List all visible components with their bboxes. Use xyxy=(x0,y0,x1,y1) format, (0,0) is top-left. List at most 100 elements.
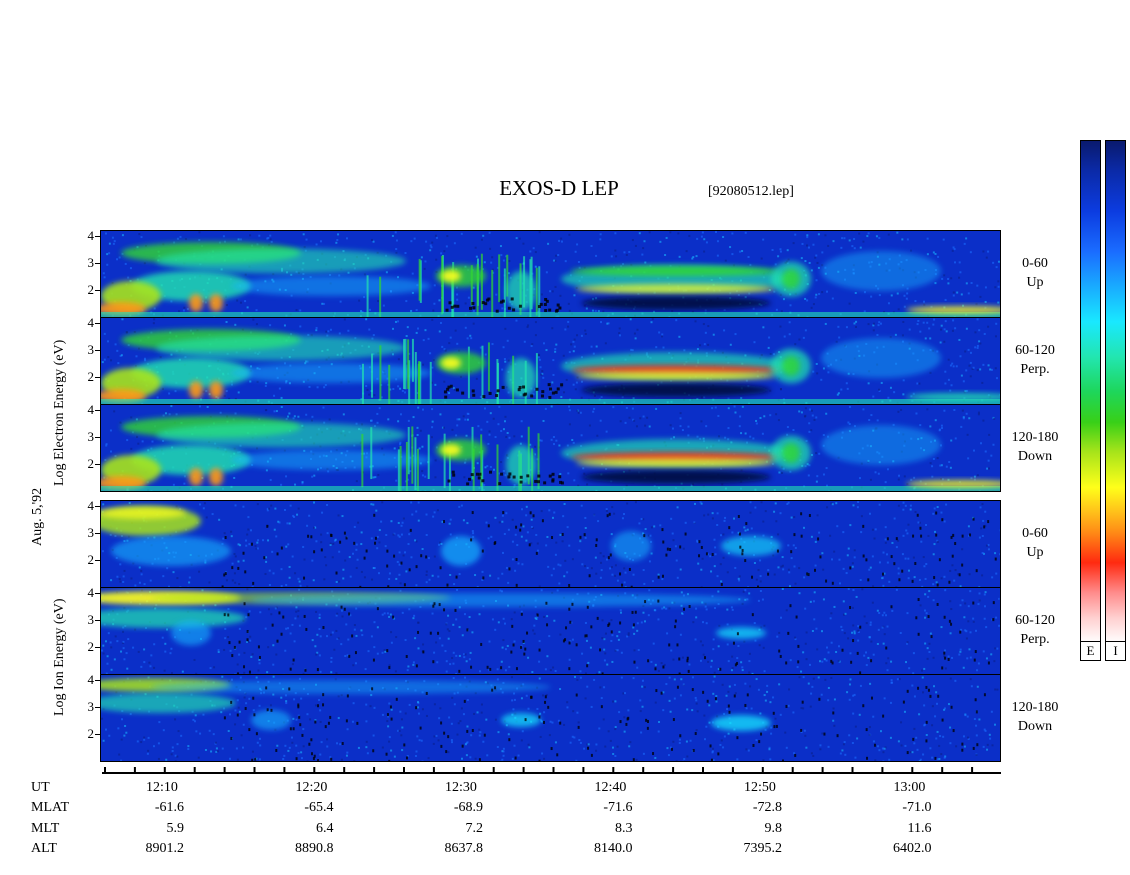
ephemeris-row-label: MLT xyxy=(31,821,60,836)
y-tick-mark xyxy=(95,377,100,378)
time-axis xyxy=(102,767,1001,774)
pitch-direction: Down xyxy=(1017,719,1053,734)
colorbar-electron-label: E xyxy=(1081,641,1100,660)
colorbar-electron: E xyxy=(1080,140,1101,661)
ephemeris-value: 7395.2 xyxy=(743,841,783,856)
y-tick-mark xyxy=(95,680,100,681)
ephemeris-value: 8.3 xyxy=(615,821,633,836)
ephemeris-row-label: MLAT xyxy=(31,800,70,815)
panel-angle-label: 120-180 Down xyxy=(1005,428,1065,466)
spectrogram-panel-ion-2 xyxy=(100,674,1001,762)
pitch-direction: Down xyxy=(1017,449,1053,464)
ephemeris-value: 7.2 xyxy=(465,821,484,836)
panel-angle-label: 60-120 Perp. xyxy=(1005,341,1065,379)
ephemeris-value: 6402.0 xyxy=(893,841,932,856)
pitch-direction: Up xyxy=(1026,275,1044,290)
spectrogram-image xyxy=(101,675,1000,761)
ephemeris-value: 8140.0 xyxy=(594,841,633,856)
y-tick-label: 4 xyxy=(87,228,95,243)
ephemeris-value: 6.4 xyxy=(316,821,334,836)
pitch-direction: Perp. xyxy=(1020,632,1050,647)
y-tick-label: 4 xyxy=(87,498,95,513)
x-tick-label: 12:10 xyxy=(146,780,178,795)
ephemeris-value: 8637.8 xyxy=(444,841,484,856)
pitch-direction: Perp. xyxy=(1020,362,1050,377)
spectrogram-panel-electron-2 xyxy=(100,404,1001,492)
plot-title: EXOS-D LEP xyxy=(499,176,619,200)
y-tick-mark xyxy=(95,410,100,411)
spectrogram-panel-electron-1 xyxy=(100,317,1001,405)
ephemeris-value: -65.4 xyxy=(304,800,334,815)
y-tick-label: 2 xyxy=(87,456,95,471)
ephemeris-value: -72.8 xyxy=(752,800,782,815)
spectrogram-image xyxy=(101,588,1000,674)
y-tick-label: 3 xyxy=(87,612,95,627)
y-tick-label: 4 xyxy=(87,672,95,687)
y-tick-label: 3 xyxy=(87,342,95,357)
y-tick-label: 3 xyxy=(87,255,95,270)
ephemeris-value: -71.6 xyxy=(603,800,633,815)
y-tick-mark xyxy=(95,707,100,708)
pitch-direction: Up xyxy=(1026,545,1044,560)
y-tick-mark xyxy=(95,236,100,237)
date-label: Aug. 5,'92 xyxy=(30,487,45,546)
x-tick-label: 13:00 xyxy=(893,780,926,795)
colorbar-electron-gradient xyxy=(1081,141,1100,643)
y-tick-mark xyxy=(95,560,100,561)
spectrogram-panel-electron-0 xyxy=(100,230,1001,318)
colorbar-ion: I xyxy=(1105,140,1126,661)
electron-axis-label: Log Electron Energy (eV) xyxy=(52,339,67,486)
ephemeris-value: 8890.8 xyxy=(295,841,334,856)
x-tick-label: 12:30 xyxy=(445,780,477,795)
y-tick-label: 2 xyxy=(87,552,95,567)
pitch-angle-range: 60-120 xyxy=(1015,613,1055,628)
spectrogram-panel-ion-1 xyxy=(100,587,1001,675)
y-tick-mark xyxy=(95,533,100,534)
pitch-angle-range: 60-120 xyxy=(1015,343,1055,358)
y-tick-label: 3 xyxy=(87,699,95,714)
y-tick-label: 4 xyxy=(87,315,95,330)
y-tick-mark xyxy=(95,323,100,324)
pitch-angle-range: 120-180 xyxy=(1011,430,1059,445)
y-tick-mark xyxy=(95,263,100,264)
file-name: [92080512.lep] xyxy=(708,184,794,199)
y-tick-mark xyxy=(95,593,100,594)
ephemeris-row-label: ALT xyxy=(31,841,57,856)
spectrogram-image xyxy=(101,231,1000,317)
pitch-angle-range: 0-60 xyxy=(1022,256,1048,271)
spectrogram-image xyxy=(101,318,1000,404)
spectrogram-image xyxy=(101,405,1000,491)
x-tick-label: 12:50 xyxy=(744,780,776,795)
y-tick-mark xyxy=(95,464,100,465)
x-tick-label: 12:40 xyxy=(594,780,627,795)
ephemeris-row-label: UT xyxy=(31,780,50,795)
panel-angle-label: 0-60 Up xyxy=(1005,254,1065,292)
ephemeris-value: -68.9 xyxy=(453,800,483,815)
y-tick-mark xyxy=(95,290,100,291)
ephemeris-value: 9.8 xyxy=(764,821,783,836)
ephemeris-value: -71.0 xyxy=(902,800,932,815)
spectrogram-image xyxy=(101,501,1000,587)
y-tick-label: 3 xyxy=(87,429,95,444)
pitch-angle-range: 0-60 xyxy=(1022,526,1048,541)
y-tick-label: 2 xyxy=(87,639,95,654)
y-tick-mark xyxy=(95,350,100,351)
colorbar-ion-gradient xyxy=(1106,141,1125,643)
spectrogram-panel-ion-0 xyxy=(100,500,1001,588)
panel-angle-label: 60-120 Perp. xyxy=(1005,611,1065,649)
y-tick-mark xyxy=(95,647,100,648)
y-tick-label: 2 xyxy=(87,726,95,741)
panel-angle-label: 120-180 Down xyxy=(1005,698,1065,736)
y-tick-mark xyxy=(95,437,100,438)
y-tick-label: 2 xyxy=(87,282,95,297)
ephemeris-value: 5.9 xyxy=(166,821,185,836)
panel-angle-label: 0-60 Up xyxy=(1005,524,1065,562)
y-tick-mark xyxy=(95,620,100,621)
ion-axis-label: Log Ion Energy (eV) xyxy=(52,598,67,716)
y-tick-label: 4 xyxy=(87,585,95,600)
colorbar-ion-label: I xyxy=(1106,641,1125,660)
y-tick-mark xyxy=(95,506,100,507)
pitch-angle-range: 120-180 xyxy=(1011,700,1059,715)
y-tick-mark xyxy=(95,734,100,735)
y-tick-label: 3 xyxy=(87,525,95,540)
